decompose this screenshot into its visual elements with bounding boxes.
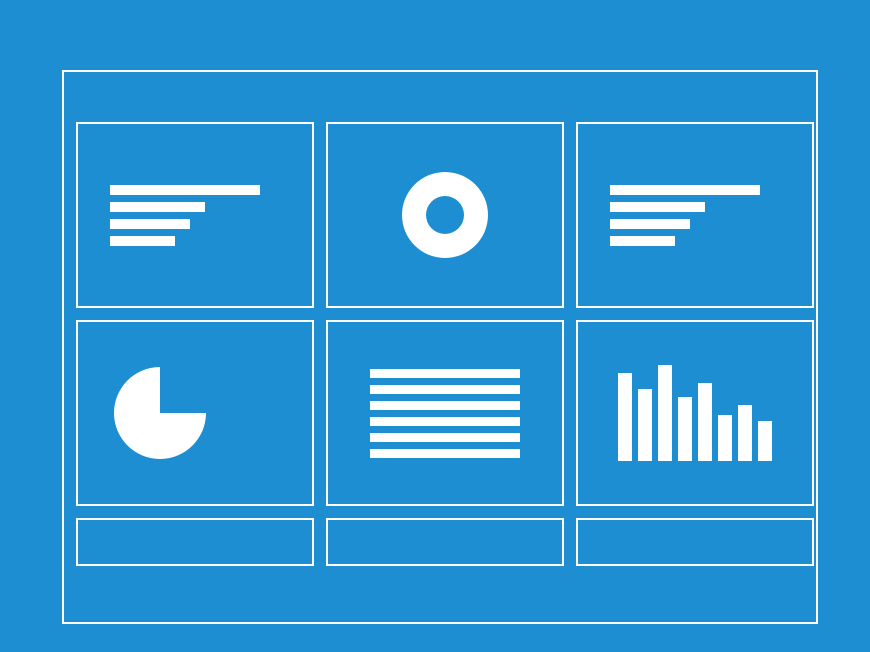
hbar [110,202,205,212]
text-line [370,417,520,426]
tile-textlines [326,320,564,506]
text-line [370,369,520,378]
column-bar [718,415,732,461]
hbar [110,219,190,229]
hbar [610,185,760,195]
column-bar [678,397,692,461]
column-bar [658,365,672,461]
hbar-chart-icon [110,185,260,246]
tile-hbars-left [76,122,314,308]
pie-chart-icon [114,367,206,459]
column-bar [738,405,752,461]
hbar [610,202,705,212]
column-chart-icon [618,365,772,461]
tile-pie [76,320,314,506]
footer-tile [576,518,814,566]
text-line [370,385,520,394]
hbar [110,185,260,195]
text-line [370,449,520,458]
text-lines-icon [370,369,520,458]
hbar [610,236,675,246]
pie-cut [160,367,206,413]
footer-tile [326,518,564,566]
tile-columns [576,320,814,506]
hbar-chart-icon [610,185,760,246]
footer-tile [76,518,314,566]
text-line [370,433,520,442]
hbar [110,236,175,246]
donut-hole [426,196,464,234]
text-line [370,401,520,410]
donut-chart-icon [402,172,488,258]
column-bar [758,421,772,461]
hbar [610,219,690,229]
tile-hbars-right [576,122,814,308]
column-bar [638,389,652,461]
tile-donut [326,122,564,308]
column-bar [698,383,712,461]
column-bar [618,373,632,461]
